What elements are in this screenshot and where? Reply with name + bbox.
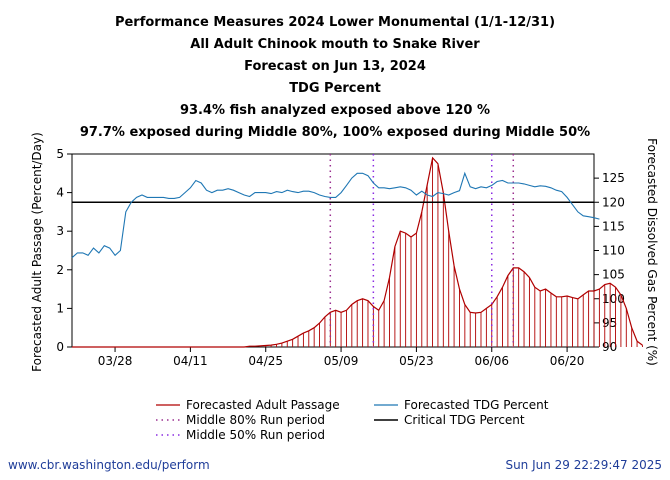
source-url[interactable]: www.cbr.washington.edu/perform xyxy=(8,458,210,472)
y2-tick-label: 100 xyxy=(602,292,625,306)
x-tick-label: 06/06 xyxy=(474,354,509,368)
y-tick-label: 5 xyxy=(56,147,64,161)
y-tick-label: 4 xyxy=(56,186,64,200)
y2-tick-label: 105 xyxy=(602,268,625,282)
tdg-series-line xyxy=(71,171,600,259)
legend-passage: Forecasted Adult Passage xyxy=(156,398,340,412)
y-tick-label: 3 xyxy=(56,224,64,238)
title-line-2: All Adult Chinook mouth to Snake River xyxy=(190,37,480,52)
x-tick-label: 05/23 xyxy=(399,354,434,368)
title-line-5: 93.4% fish analyzed exposed above 120 % xyxy=(179,103,491,118)
x-tick-label: 05/09 xyxy=(324,354,359,368)
y-tick-label: 0 xyxy=(56,340,64,354)
generated-timestamp: Sun Jun 29 22:29:47 2025 xyxy=(505,458,662,472)
legend-critical-label: Critical TDG Percent xyxy=(404,413,525,427)
y2-tick-label: 90 xyxy=(602,340,617,354)
y2-axis-label: Forecasted Dissolved Gas Percent (%) xyxy=(645,138,659,366)
y-tick-label: 1 xyxy=(56,301,64,315)
legend-critical-swatch xyxy=(374,419,398,421)
x-tick-label: 04/25 xyxy=(248,354,283,368)
passage-series-line xyxy=(72,156,643,348)
y2-tick-label: 115 xyxy=(602,219,625,233)
y2-tick-label: 95 xyxy=(602,316,617,330)
legend-tdg-swatch xyxy=(374,404,398,406)
title-line-4: TDG Percent xyxy=(289,81,381,96)
legend-run50: Middle 50% Run period xyxy=(156,428,325,442)
title-line-6: 97.7% exposed during Middle 80%, 100% ex… xyxy=(79,125,591,140)
y2-tick-label: 125 xyxy=(602,171,625,185)
x-tick-label: 03/28 xyxy=(98,354,133,368)
legend-run80: Middle 80% Run period xyxy=(156,413,325,427)
title-line-3: Forecast on Jun 13, 2024 xyxy=(244,59,426,74)
legend-run80-label: Middle 80% Run period xyxy=(186,413,325,427)
x-tick-label: 06/20 xyxy=(550,354,585,368)
y2-tick-label: 120 xyxy=(602,195,625,209)
legend-run80-swatch xyxy=(156,419,180,421)
x-tick-label: 04/11 xyxy=(173,354,208,368)
title-line-1: Performance Measures 2024 Lower Monument… xyxy=(114,15,556,30)
legend-tdg: Forecasted TDG Percent xyxy=(374,398,548,412)
legend-passage-swatch xyxy=(156,404,180,406)
legend-run50-swatch xyxy=(156,434,180,436)
legend-critical: Critical TDG Percent xyxy=(374,413,525,427)
chart-titles: Performance Measures 2024 Lower Monument… xyxy=(0,12,670,144)
y2-tick-label: 110 xyxy=(602,244,625,258)
legend-passage-label: Forecasted Adult Passage xyxy=(186,398,340,412)
y-axis-label: Forecasted Adult Passage (Percent/Day) xyxy=(30,132,44,372)
legend-tdg-label: Forecasted TDG Percent xyxy=(404,398,549,412)
plot-area: 0 1 2 3 4 5 90 95 100 105 110 115 120 125 03/28 04/11 04… xyxy=(56,147,643,368)
legend-run50-label: Middle 50% Run period xyxy=(186,428,325,442)
y-tick-label: 2 xyxy=(56,263,64,277)
